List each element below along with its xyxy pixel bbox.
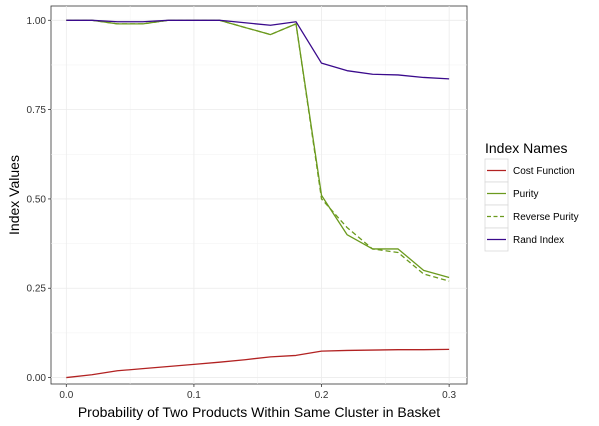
y-tick-label: 1.00 — [27, 16, 47, 27]
plot-panel — [50, 5, 468, 385]
series-line-cost-function — [66, 348, 450, 379]
legend-item: Rand Index — [484, 227, 564, 252]
legend-title: Index Names — [485, 140, 567, 156]
legend-label: Purity — [513, 189, 539, 200]
y-tick-label: 0.50 — [27, 194, 47, 205]
series-line-reverse-purity — [66, 19, 450, 282]
x-axis-label: Probability of Two Products Within Same … — [78, 404, 440, 420]
x-tick-label: 0.0 — [59, 390, 73, 401]
y-axis-label: Index Values — [6, 155, 22, 235]
y-tick-label: 0.25 — [27, 284, 47, 295]
legend-label: Reverse Purity — [513, 212, 579, 223]
y-tick-label: 0.75 — [27, 105, 47, 116]
series-line-rand-index — [66, 19, 450, 80]
x-tick-label: 0.3 — [442, 390, 456, 401]
legend: Index Names Cost Function Purity Reverse P… — [484, 140, 579, 252]
series-lines — [66, 19, 450, 379]
legend-item: Reverse Purity — [484, 204, 579, 229]
x-tick-label: 0.1 — [187, 390, 201, 401]
y-axis-ticks: 0.00 0.25 0.50 0.75 1.00 — [27, 16, 51, 384]
gridlines — [51, 6, 467, 384]
x-tick-label: 0.2 — [315, 390, 329, 401]
legend-item: Cost Function — [484, 158, 575, 183]
legend-label: Cost Function — [513, 166, 575, 177]
legend-item: Purity — [484, 181, 539, 206]
legend-label: Rand Index — [513, 235, 564, 246]
y-tick-label: 0.00 — [27, 373, 47, 384]
x-axis-ticks: 0.0 0.1 0.2 0.3 — [59, 384, 457, 401]
